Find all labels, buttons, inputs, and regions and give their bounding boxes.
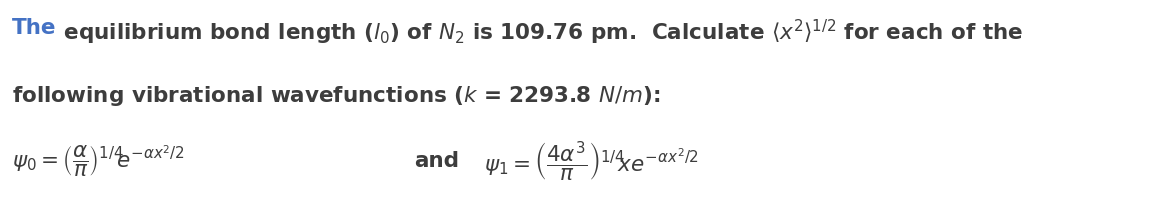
Text: $\psi_0 = \left(\dfrac{\alpha}{\pi}\right)^{1/4}\!\! e^{-\alpha x^2/2}$: $\psi_0 = \left(\dfrac{\alpha}{\pi}\righ… (12, 142, 184, 178)
Text: $\psi_1 = \left(\dfrac{4\alpha^3}{\pi}\right)^{1/4}\!\! xe^{-\alpha x^2/2}$: $\psi_1 = \left(\dfrac{4\alpha^3}{\pi}\r… (484, 138, 699, 182)
Text: equilibrium bond length ($l_0$) of $N_2$ is 109.76 pm.  Calculate $\langle x^2\r: equilibrium bond length ($l_0$) of $N_2$… (56, 18, 1023, 47)
Text: The: The (12, 18, 56, 38)
Text: and: and (414, 150, 460, 170)
Text: following vibrational wavefunctions ($k$ = 2293.8 $N/m$):: following vibrational wavefunctions ($k$… (12, 84, 661, 108)
